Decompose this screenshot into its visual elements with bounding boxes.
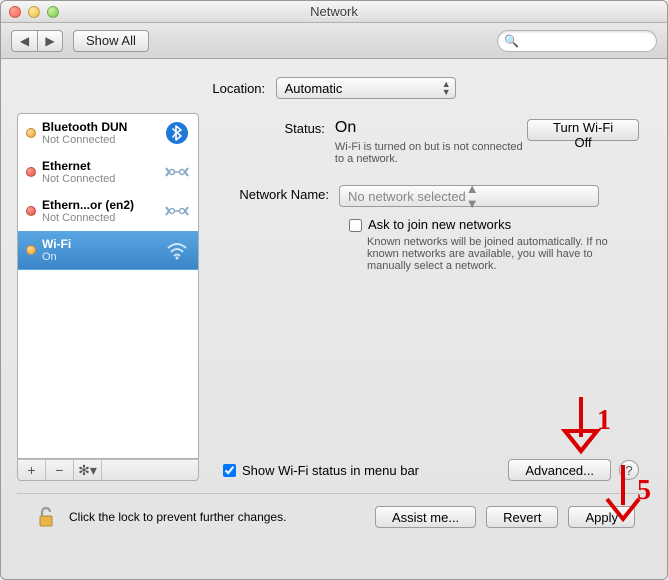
sidebar-item-bluetooth[interactable]: Bluetooth DUN Not Connected — [18, 114, 198, 153]
main-row: Bluetooth DUN Not Connected Ethernet — [17, 113, 651, 481]
sidebar-item-wifi[interactable]: Wi-Fi On — [18, 231, 198, 270]
footer: Click the lock to prevent further change… — [17, 493, 651, 540]
network-name-select[interactable]: No network selected ▲▼ — [339, 185, 599, 207]
sidebar-footer: + − ✻▾ — [17, 459, 199, 481]
sidebar-item-name: Wi-Fi — [42, 237, 158, 251]
wifi-icon — [164, 237, 190, 263]
titlebar: Network — [1, 1, 667, 23]
status-dot — [26, 206, 36, 216]
location-row: Location: Automatic ▲▼ — [17, 77, 651, 99]
sidebar-item-status: Not Connected — [42, 173, 158, 185]
turn-wifi-off-button[interactable]: Turn Wi-Fi Off — [527, 119, 639, 141]
assist-me-button[interactable]: Assist me... — [375, 506, 476, 528]
system-prefs-window: Network ◀ ▶ Show All 🔍 Location: Automat… — [0, 0, 668, 580]
content: Location: Automatic ▲▼ Bluetooth DUN Not… — [1, 59, 667, 540]
toolbar: ◀ ▶ Show All 🔍 — [1, 23, 667, 59]
sidebar-item-status: Not Connected — [42, 212, 158, 224]
remove-interface-button[interactable]: − — [46, 460, 74, 480]
ask-join-help: Known networks will be joined automatica… — [367, 236, 627, 272]
status-row: Status: On Wi-Fi is turned on but is not… — [223, 119, 639, 165]
advanced-button[interactable]: Advanced... — [508, 459, 611, 481]
network-name-row: Network Name: No network selected ▲▼ — [223, 185, 639, 207]
detail-bottom-row: Show Wi-Fi status in menu bar Advanced..… — [223, 459, 639, 481]
ethernet-icon — [164, 159, 190, 185]
status-label: Status: — [223, 119, 335, 136]
lock-icon[interactable] — [33, 504, 59, 530]
location-value: Automatic — [285, 81, 343, 96]
apply-button[interactable]: Apply — [568, 506, 635, 528]
ask-join-row: Ask to join new networks — [349, 217, 639, 232]
add-interface-button[interactable]: + — [18, 460, 46, 480]
chevron-updown-icon: ▲▼ — [466, 181, 479, 211]
sidebar-item-ethernet2[interactable]: Ethern...or (en2) Not Connected — [18, 192, 198, 231]
chevron-updown-icon: ▲▼ — [442, 80, 451, 96]
sidebar-item-status: On — [42, 251, 158, 263]
ethernet-icon — [164, 198, 190, 224]
revert-button[interactable]: Revert — [486, 506, 558, 528]
search-icon: 🔍 — [504, 34, 519, 48]
network-name-value: No network selected — [348, 189, 466, 204]
annotation-number-1: 1 — [597, 405, 611, 437]
show-status-checkbox[interactable] — [223, 464, 236, 477]
status-dot — [26, 167, 36, 177]
ask-join-label: Ask to join new networks — [368, 217, 511, 232]
sidebar-wrap: Bluetooth DUN Not Connected Ethernet — [17, 113, 199, 481]
options-button[interactable]: ✻▾ — [74, 460, 102, 480]
interface-list: Bluetooth DUN Not Connected Ethernet — [18, 114, 198, 270]
sidebar-item-status: Not Connected — [42, 134, 158, 146]
sidebar-item-name: Bluetooth DUN — [42, 120, 158, 134]
status-value: On — [335, 119, 356, 136]
search-field[interactable]: 🔍 — [497, 30, 657, 52]
location-select[interactable]: Automatic ▲▼ — [276, 77, 456, 99]
status-help-text: Wi-Fi is turned on but is not connected … — [335, 141, 527, 165]
show-status-label: Show Wi-Fi status in menu bar — [242, 463, 419, 478]
window-title: Network — [1, 4, 667, 19]
help-button[interactable]: ? — [619, 460, 639, 480]
status-dot — [26, 245, 36, 255]
back-button[interactable]: ◀ — [11, 30, 37, 52]
lock-text: Click the lock to prevent further change… — [69, 510, 365, 524]
sidebar-item-name: Ethern...or (en2) — [42, 198, 158, 212]
nav-back-forward: ◀ ▶ — [11, 30, 63, 52]
ask-join-checkbox[interactable] — [349, 219, 362, 232]
network-name-label: Network Name: — [223, 185, 339, 202]
location-label: Location: — [212, 81, 265, 96]
sidebar-item-name: Ethernet — [42, 159, 158, 173]
bluetooth-icon — [164, 120, 190, 146]
show-all-button[interactable]: Show All — [73, 30, 149, 52]
interface-sidebar: Bluetooth DUN Not Connected Ethernet — [17, 113, 199, 459]
search-input[interactable] — [523, 34, 650, 48]
detail-pane: Status: On Wi-Fi is turned on but is not… — [211, 113, 651, 481]
annotation-number-5: 5 — [637, 475, 651, 507]
sidebar-item-ethernet[interactable]: Ethernet Not Connected — [18, 153, 198, 192]
forward-button[interactable]: ▶ — [37, 30, 63, 52]
status-dot — [26, 128, 36, 138]
